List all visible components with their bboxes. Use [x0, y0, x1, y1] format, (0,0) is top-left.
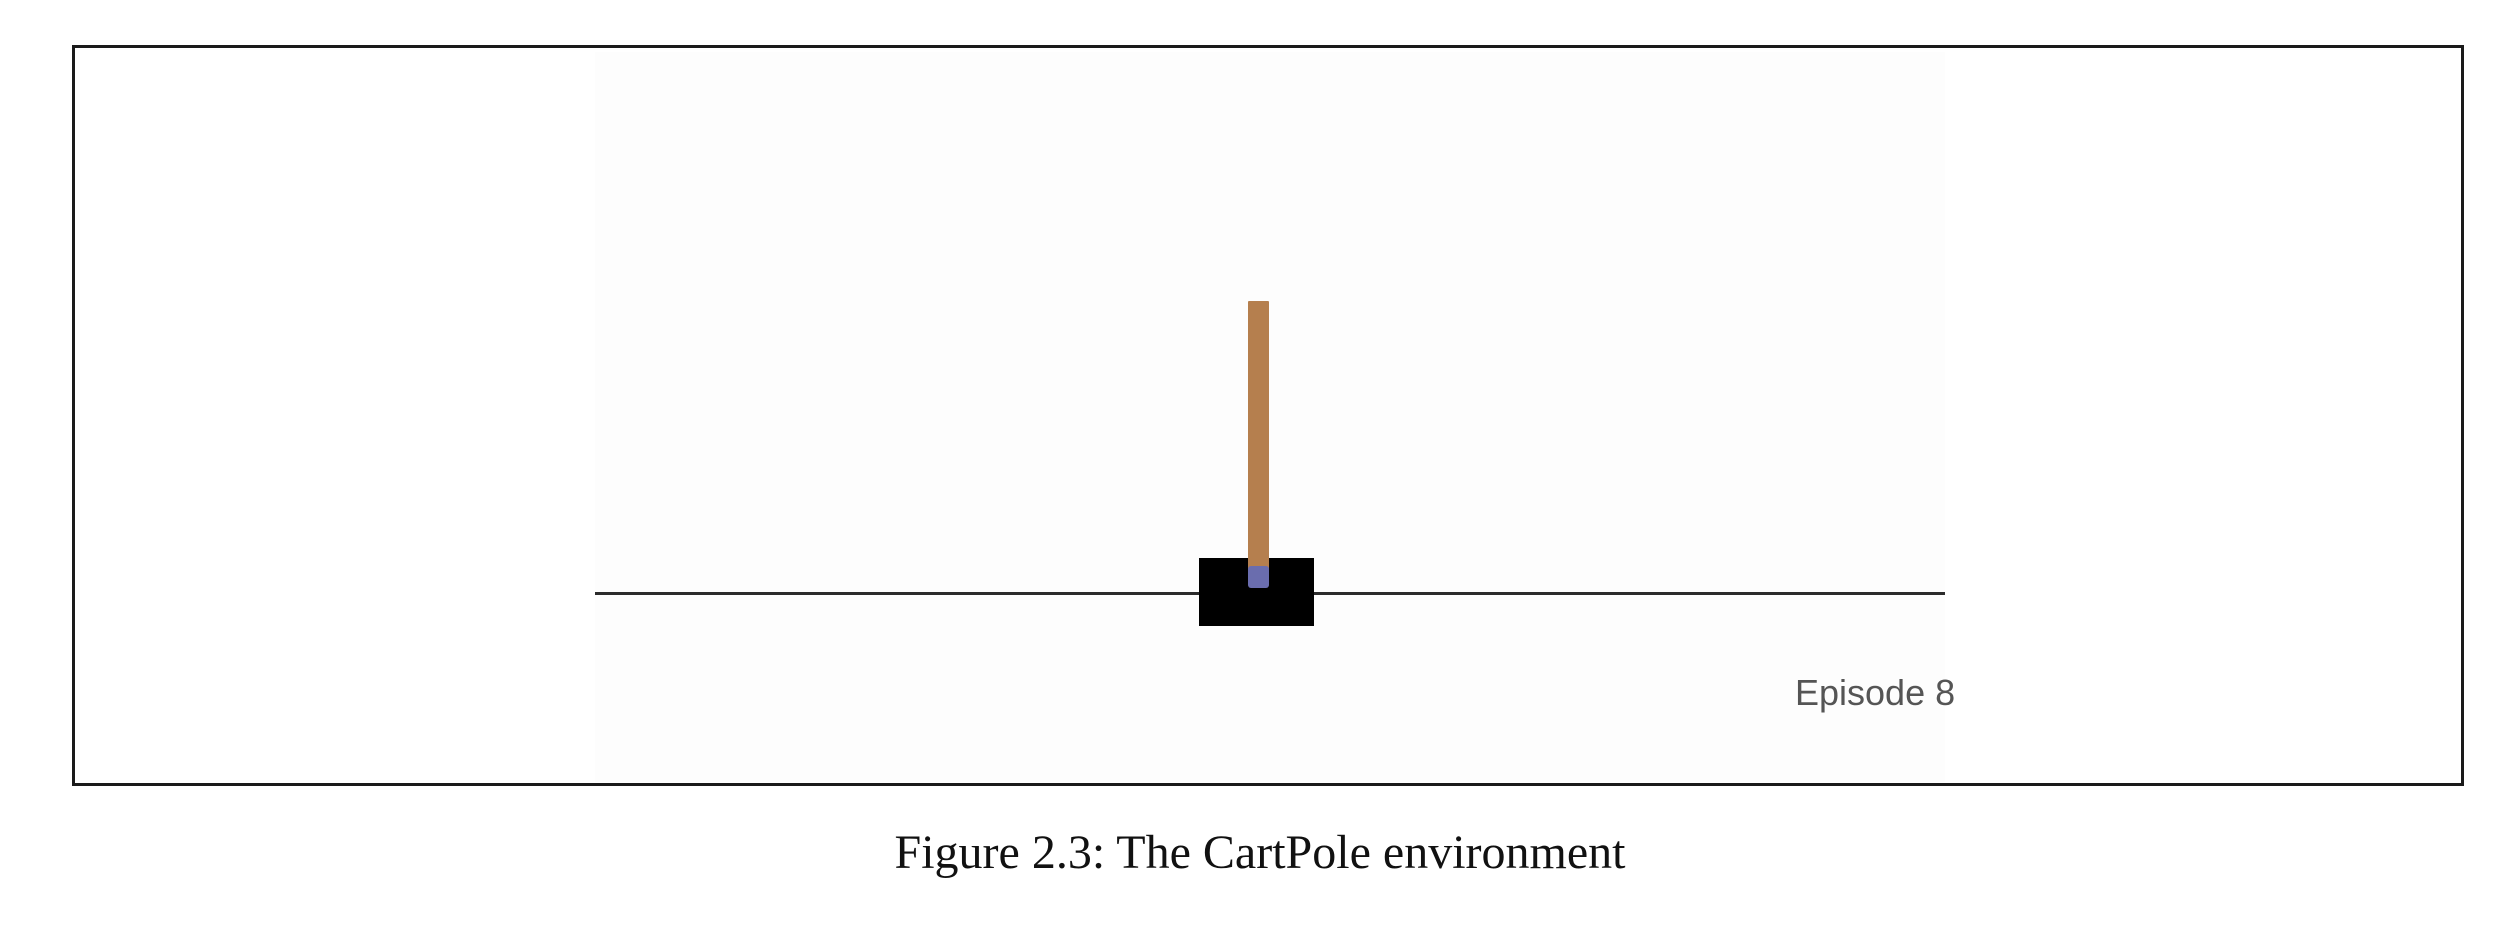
cartpole-render: Episode 8	[595, 52, 1955, 782]
axle	[1248, 566, 1269, 588]
figure-caption: Figure 2.3: The CartPole environment	[894, 826, 1626, 879]
episode-label: Episode 8	[1795, 672, 1956, 713]
pole	[1248, 301, 1269, 583]
figure-frame: Episode 8	[72, 45, 2464, 786]
